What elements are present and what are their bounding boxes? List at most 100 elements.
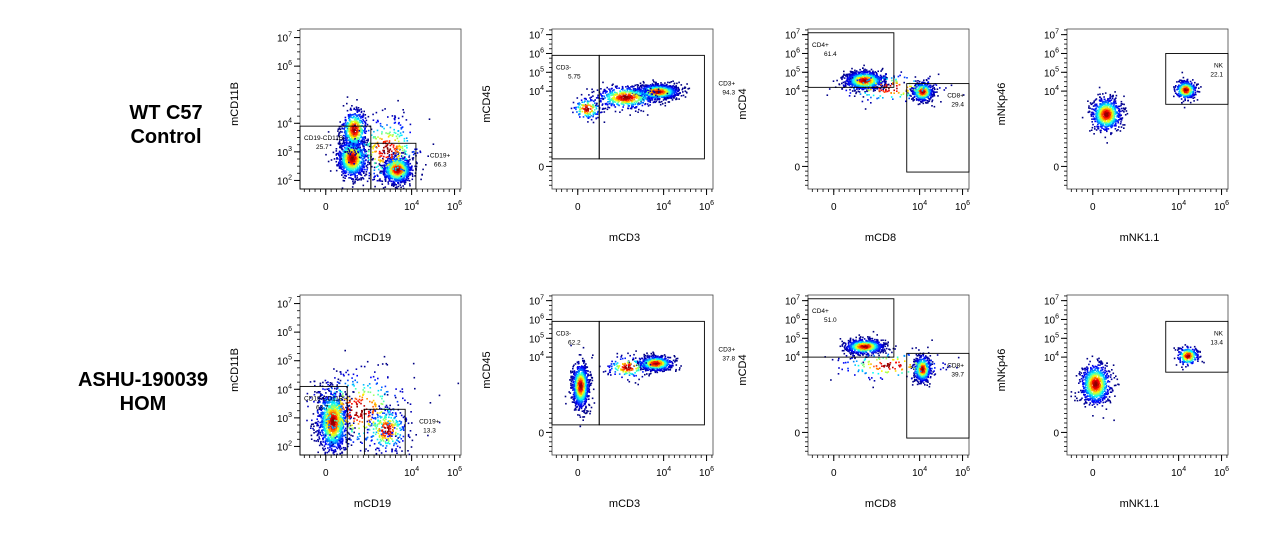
event-dot	[345, 142, 348, 144]
event-dot	[354, 154, 356, 156]
event-dot	[393, 148, 396, 150]
event-dot	[411, 173, 414, 176]
event-dot	[347, 142, 349, 145]
event-dot	[382, 187, 385, 189]
event-dot	[338, 127, 341, 130]
event-dot	[382, 171, 385, 174]
event-dot	[355, 144, 358, 146]
event-dot	[629, 94, 631, 96]
event-dot	[404, 145, 406, 147]
event-dot	[356, 179, 359, 181]
event-dot	[349, 164, 352, 167]
event-dot	[355, 106, 358, 108]
event-dot	[687, 88, 689, 90]
event-dot	[595, 104, 597, 107]
event-dot	[357, 141, 360, 144]
event-dot	[609, 94, 611, 96]
event-dot	[372, 179, 374, 181]
event-dot	[388, 180, 391, 182]
event-dot	[340, 167, 342, 169]
event-dot	[634, 100, 637, 102]
event-dot	[666, 89, 669, 91]
event-dot	[363, 143, 365, 145]
event-dot	[336, 138, 338, 141]
event-dot	[399, 175, 401, 177]
row-label-ashu-190039-hom: ASHU-190039 HOM	[48, 368, 238, 416]
event-dot	[621, 93, 623, 95]
event-dot	[375, 111, 378, 114]
event-dot	[382, 158, 385, 161]
event-dot	[639, 93, 642, 96]
event-dot	[601, 108, 604, 110]
event-dot	[394, 167, 397, 170]
event-dot	[586, 104, 589, 107]
event-dot	[381, 166, 384, 169]
event-dot	[384, 176, 386, 179]
event-dot	[407, 173, 410, 176]
event-dot	[580, 99, 583, 101]
event-dot	[881, 85, 883, 88]
event-dot	[389, 134, 392, 136]
event-dot	[682, 87, 684, 90]
event-dot	[350, 142, 353, 144]
event-dot	[652, 92, 655, 94]
event-dot	[341, 163, 344, 166]
event-dot	[631, 86, 634, 88]
event-dot	[389, 165, 392, 168]
event-dot	[346, 153, 348, 155]
event-dot	[340, 153, 342, 156]
event-dot	[654, 101, 656, 104]
event-dot	[354, 142, 356, 144]
event-dot	[356, 169, 358, 171]
event-dot	[863, 87, 866, 90]
event-dot	[642, 80, 645, 83]
event-dot	[649, 90, 652, 92]
event-dot	[350, 130, 353, 132]
event-dot	[639, 94, 642, 97]
event-dot	[391, 177, 394, 180]
event-dot	[614, 101, 617, 103]
event-dot	[613, 89, 615, 91]
event-dot	[348, 150, 351, 153]
event-dot	[355, 160, 358, 162]
event-dot	[608, 106, 611, 109]
event-dot	[402, 174, 404, 177]
event-dot	[352, 155, 354, 157]
event-dot	[410, 167, 412, 170]
event-dot	[402, 177, 404, 179]
event-dot	[671, 89, 674, 91]
event-dot	[617, 98, 620, 101]
event-dot	[389, 169, 391, 171]
event-dot	[340, 164, 342, 167]
event-dot	[352, 143, 355, 145]
event-dot	[586, 88, 588, 90]
event-dot	[349, 153, 352, 156]
event-dot	[392, 134, 394, 136]
event-dot	[628, 97, 631, 100]
event-dot	[366, 155, 369, 158]
event-dot	[412, 151, 414, 153]
gate-name: CD3-	[556, 64, 571, 71]
event-dot	[340, 156, 342, 158]
event-dot	[633, 91, 635, 93]
event-dot	[641, 92, 644, 94]
event-dot	[398, 179, 400, 182]
event-dot	[385, 156, 388, 159]
event-dot	[625, 93, 627, 96]
event-dot	[366, 180, 369, 183]
event-dot	[364, 121, 367, 124]
event-dot	[652, 84, 654, 86]
event-dot	[379, 180, 382, 182]
event-dot	[411, 175, 414, 178]
event-dot	[621, 95, 623, 98]
event-dot	[641, 104, 644, 107]
event-dot	[621, 109, 624, 111]
event-dot	[644, 103, 646, 106]
event-dot	[387, 136, 390, 138]
event-dot	[592, 95, 594, 97]
event-dot	[400, 127, 403, 129]
event-dot	[353, 139, 355, 141]
event-dot	[579, 110, 582, 113]
event-dot	[349, 133, 352, 136]
event-dot	[344, 139, 347, 142]
